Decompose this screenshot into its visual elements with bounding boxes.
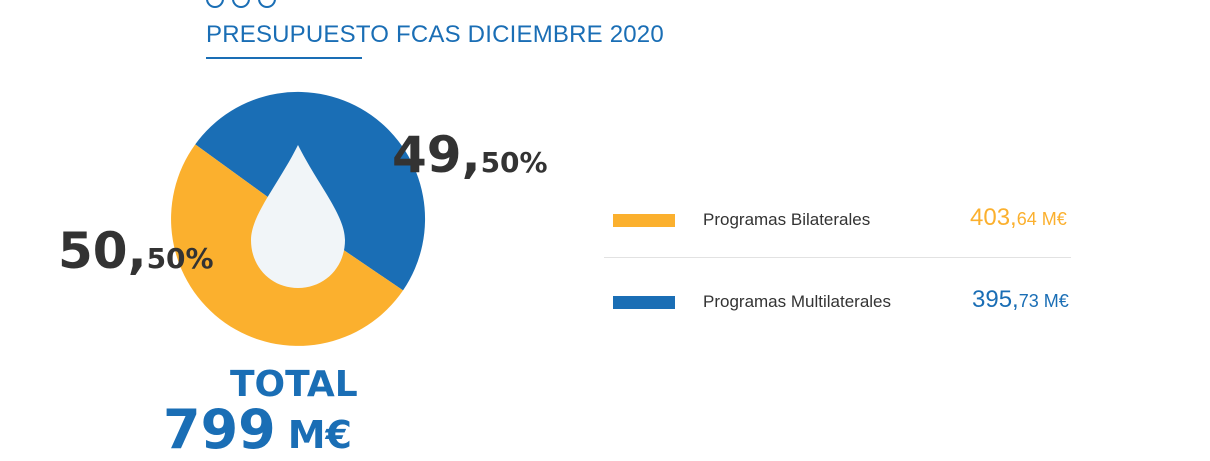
legend-value: 403,64 M€ xyxy=(970,204,1067,232)
legend-divider xyxy=(604,257,1071,258)
legend-item-bilaterales: Programas Bilaterales 403,64 M€ xyxy=(613,204,1083,234)
slice-label-int: 49, xyxy=(392,126,481,184)
total-label: TOTAL xyxy=(230,364,358,405)
legend-value-dec: 64 M€ xyxy=(1016,209,1067,229)
legend-label: Programas Bilaterales xyxy=(703,210,871,229)
legend-label: Programas Multilaterales xyxy=(703,292,892,311)
legend-swatch xyxy=(613,214,675,227)
water-drop-icon xyxy=(251,145,345,288)
slice-label-dec: 50% xyxy=(146,242,214,275)
slice-label-dec: 50% xyxy=(480,146,548,179)
legend-value: 395,73 M€ xyxy=(972,286,1069,314)
slice-label-multilaterales: 49,50% xyxy=(392,126,548,184)
circles-icon xyxy=(206,0,284,10)
legend-value-int: 395, xyxy=(972,286,1019,313)
chart-title: PRESUPUESTO FCAS DICIEMBRE 2020 xyxy=(206,21,664,48)
legend-value-dec: 73 M€ xyxy=(1018,291,1069,311)
total-unit: M€ xyxy=(287,413,352,457)
pie-chart xyxy=(171,91,426,346)
title-underline xyxy=(206,57,362,59)
total-number: 799 xyxy=(163,398,276,461)
legend-item-multilaterales: Programas Multilaterales 395,73 M€ xyxy=(613,286,1083,316)
total-value: 799 M€ xyxy=(163,398,352,461)
slice-label-int: 50, xyxy=(58,222,147,280)
legend-swatch xyxy=(613,296,675,309)
slice-label-bilaterales: 50,50% xyxy=(58,222,214,280)
legend-value-int: 403, xyxy=(970,204,1017,231)
